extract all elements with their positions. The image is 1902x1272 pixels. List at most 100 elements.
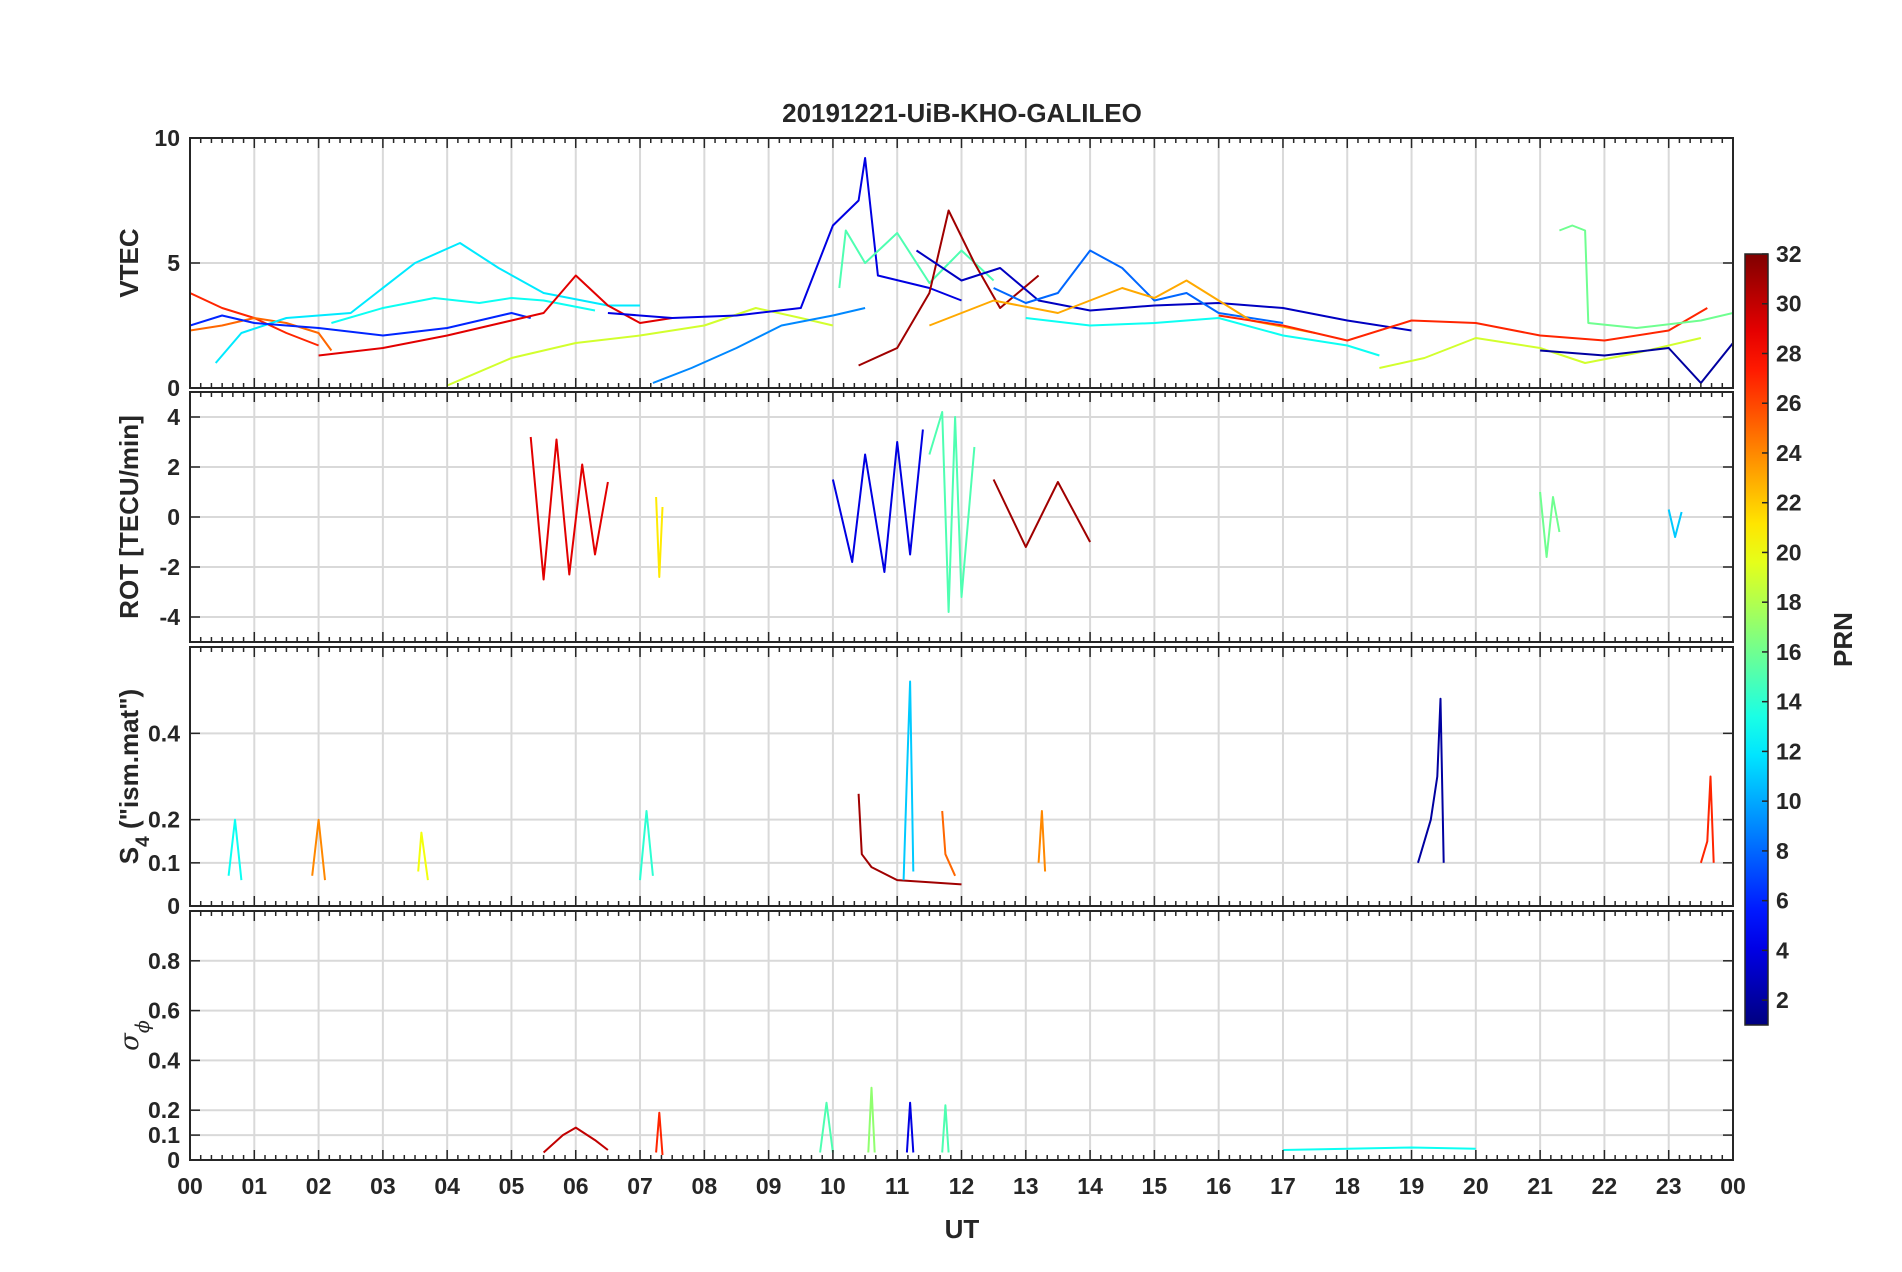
y-tick-label: 0.1	[148, 1122, 180, 1148]
series-line-prn-20	[417, 831, 429, 881]
series-line-prn-25	[941, 810, 957, 877]
y-tick-label: 0	[167, 504, 180, 530]
series-line-prn-11	[1667, 509, 1683, 538]
x-axis-label: UT	[945, 1214, 980, 1244]
series-line-prn-2	[1417, 697, 1445, 864]
x-tick-label: 01	[241, 1173, 267, 1199]
colorbar-tick-label: 12	[1776, 738, 1802, 764]
series-group	[227, 680, 1715, 886]
series-line-prn-17	[867, 1086, 876, 1153]
series-line-prn-24	[1037, 810, 1047, 872]
series-line-prn-31	[992, 479, 1091, 548]
x-ticks	[189, 138, 1734, 388]
colorbar-tick-label: 28	[1776, 340, 1802, 366]
y-axis-label: VTEC	[114, 228, 144, 298]
series-line-prn-3	[915, 249, 1412, 332]
series-line-prn-21	[655, 496, 664, 578]
y-ticks: -4 -2 0 2 4	[160, 404, 1733, 630]
chart-title: 20191221-UiB-KHO-GALILEO	[782, 98, 1142, 128]
x-tick-label: 19	[1399, 1173, 1425, 1199]
series-line-prn-4	[905, 1101, 915, 1153]
y-tick-label: 0.2	[148, 807, 180, 833]
colorbar-tick-label: 20	[1776, 539, 1802, 565]
colorbar-tick-label: 10	[1776, 788, 1802, 814]
series-line-prn-16	[1559, 224, 1733, 329]
y-tick-label: 0	[167, 375, 180, 401]
x-tick-labels: 00 01 02 03 04 05 06 07 08 09 10 11 12 13 14 15 16 17 18 19…	[177, 1173, 1746, 1199]
series-line-prn-15	[838, 229, 995, 289]
series-line-prn-4	[607, 157, 962, 319]
x-tick-label: 04	[434, 1173, 460, 1199]
series-line-prn-27	[1699, 775, 1715, 864]
grid	[190, 911, 1733, 1160]
series-line-prn-19	[1379, 337, 1702, 369]
x-ticks	[189, 911, 1734, 1160]
series-line-prn-6	[190, 312, 531, 337]
x-tick-label: 09	[756, 1173, 782, 1199]
y-tick-label: 0.6	[148, 998, 180, 1024]
colorbar-tick-label: 4	[1776, 937, 1789, 963]
x-tick-label: 11	[885, 1173, 910, 1199]
y-tick-label: 5	[167, 250, 180, 276]
x-tick-label: 02	[306, 1173, 332, 1199]
series-line-prn-15	[928, 411, 976, 613]
series-line-prn-16	[1539, 491, 1561, 558]
series-line-prn-13	[1282, 1146, 1476, 1151]
series-line-prn-14	[639, 810, 654, 881]
y-tick-label: -2	[160, 554, 180, 580]
colorbar-tick-label: 26	[1776, 390, 1802, 416]
series-line-prn-15	[819, 1101, 834, 1153]
series-line-prn-24	[311, 818, 326, 881]
y-tick-label: 10	[154, 125, 180, 151]
series-line-prn-31	[858, 209, 1040, 367]
x-tick-label: 10	[820, 1173, 846, 1199]
colorbar-tick-label: 22	[1776, 490, 1802, 516]
x-tick-label: 15	[1142, 1173, 1168, 1199]
x-tick-label: 05	[499, 1173, 525, 1199]
y-tick-label: 0.4	[148, 1047, 180, 1073]
series-line-prn-31	[857, 793, 962, 886]
y-tick-label: 0.8	[148, 948, 180, 974]
series-line-prn-29	[529, 436, 609, 581]
grid	[190, 138, 1733, 388]
series-line-prn-2	[1540, 342, 1733, 384]
x-tick-label: 21	[1527, 1173, 1553, 1199]
grid	[190, 647, 1733, 906]
colorbar-tick-label: 16	[1776, 639, 1802, 665]
y-axis-label: S4 ("ism.mat")	[114, 689, 154, 864]
x-tick-label: 08	[692, 1173, 718, 1199]
x-ticks	[189, 647, 1734, 906]
panel-VTEC: 0 5 10 VTEC	[114, 125, 1734, 401]
series-line-prn-15	[941, 1104, 950, 1153]
y-ticks: 0 5 10	[154, 125, 1733, 401]
series-line-prn-13	[227, 818, 243, 881]
x-tick-label: 07	[627, 1173, 653, 1199]
x-tick-label: 03	[370, 1173, 396, 1199]
series-group	[542, 1086, 1476, 1156]
y-tick-label: 4	[167, 404, 180, 430]
series-line-prn-13	[1025, 317, 1380, 357]
x-tick-label: 23	[1656, 1173, 1682, 1199]
x-tick-label: 14	[1077, 1173, 1103, 1199]
x-tick-label: 18	[1334, 1173, 1360, 1199]
x-tick-label: 17	[1270, 1173, 1296, 1199]
colorbar-gradient	[1744, 253, 1769, 1026]
series-line-prn-23	[929, 279, 1316, 334]
series-group	[190, 157, 1733, 387]
x-tick-label: 00	[1720, 1173, 1746, 1199]
series-line-prn-13	[331, 297, 596, 324]
series-line-prn-4	[831, 429, 924, 573]
x-tick-label: 13	[1013, 1173, 1039, 1199]
x-tick-label: 16	[1206, 1173, 1232, 1199]
x-tick-label: 12	[949, 1173, 975, 1199]
y-tick-label: 0	[167, 893, 180, 919]
series-line-prn-11	[902, 680, 915, 881]
panel-sigma_phi: 00.10.2 0.4 0.6 0.8 σϕ	[115, 910, 1734, 1173]
x-tick-label: 22	[1592, 1173, 1618, 1199]
x-tick-label: 06	[563, 1173, 589, 1199]
colorbar-tick-label: 6	[1776, 888, 1789, 914]
panel-S4: 0 0.1 0.2 0.4S4 ("ism.mat")	[114, 646, 1734, 919]
